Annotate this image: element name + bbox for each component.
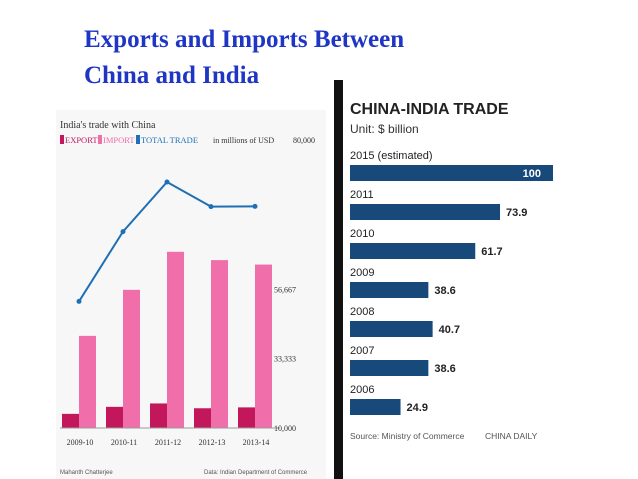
export-bar [194, 408, 211, 428]
import-bar [255, 264, 272, 428]
legend-export-swatch [60, 135, 64, 144]
total-trade-point [164, 179, 170, 185]
y-tick-label: 80,000 [293, 136, 315, 145]
x-tick-label: 2010-11 [111, 438, 137, 447]
total-trade-point [76, 298, 82, 304]
legend-total-swatch [136, 135, 140, 144]
chart-legend: EXPORT IMPORT TOTAL TRADE in millions of… [60, 135, 274, 145]
trade-bar [350, 282, 429, 298]
unit-label: in millions of USD [213, 136, 274, 145]
panel-divider [334, 80, 343, 479]
import-bar [79, 335, 96, 428]
trade-bar [350, 399, 401, 415]
trade-bar [350, 321, 433, 337]
category-label: 2010 [350, 228, 374, 240]
india-china-trade-chart: India's trade with China EXPORT IMPORT T… [56, 110, 326, 479]
trade-bar [350, 360, 429, 376]
category-label: 2007 [350, 345, 374, 357]
chart-title: India's trade with China [60, 120, 156, 131]
panel-background [343, 80, 638, 479]
brand-label: CHINA DAILY [485, 431, 538, 441]
category-label: 2011 [350, 189, 374, 201]
value-label: 38.6 [434, 285, 455, 297]
legend-import-label: IMPORT [103, 135, 135, 145]
x-tick-label: 2009-10 [67, 438, 94, 447]
import-bar [123, 289, 140, 428]
value-label: 38.6 [434, 363, 455, 375]
source-label: Source: Ministry of Commerce [350, 431, 465, 441]
trade-bar [350, 204, 501, 220]
legend-export-label: EXPORT [65, 135, 98, 145]
import-bar [211, 260, 228, 428]
chart-background [56, 110, 326, 479]
x-tick-label: 2013-14 [243, 438, 270, 447]
value-label: 40.7 [439, 324, 460, 336]
footer-right: Data: Indian Department of Commerce [204, 470, 308, 476]
panel-title: CHINA-INDIA TRADE [350, 101, 509, 118]
legend-import-swatch [98, 135, 102, 144]
export-bar [62, 413, 79, 428]
category-label: 2008 [350, 306, 374, 318]
total-trade-point [120, 229, 126, 235]
panel-subtitle: Unit: $ billion [350, 122, 419, 136]
trade-bar [350, 165, 553, 181]
slide-title-line1: Exports and Imports Between [84, 26, 405, 53]
x-tick-label: 2012-13 [199, 438, 226, 447]
total-trade-point [252, 203, 258, 209]
slide-title-line2: China and India [84, 62, 260, 89]
china-india-trade-panel: CHINA-INDIA TRADE Unit: $ billion 2015 (… [343, 80, 638, 479]
export-bar [106, 406, 123, 428]
trade-bar [350, 243, 476, 259]
y-tick-label: 10,000 [274, 424, 296, 433]
export-bar [238, 407, 255, 428]
category-label: 2009 [350, 267, 374, 279]
export-bar [150, 403, 167, 428]
category-label: 2015 (estimated) [350, 150, 433, 162]
value-label: 24.9 [407, 402, 428, 414]
category-label: 2006 [350, 384, 374, 396]
y-tick-label: 33,333 [274, 355, 296, 364]
import-bar [167, 251, 184, 428]
x-tick-label: 2011-12 [155, 438, 181, 447]
y-tick-label: 56,667 [274, 285, 296, 294]
slide-title: Exports and Imports Between China and In… [84, 22, 524, 94]
value-label: 61.7 [481, 246, 502, 258]
footer-left: Mahanth Chatterjee [60, 470, 113, 476]
value-label: 100 [523, 168, 541, 180]
legend-total-label: TOTAL TRADE [141, 135, 198, 145]
value-label: 73.9 [506, 207, 527, 219]
total-trade-point [208, 204, 214, 210]
